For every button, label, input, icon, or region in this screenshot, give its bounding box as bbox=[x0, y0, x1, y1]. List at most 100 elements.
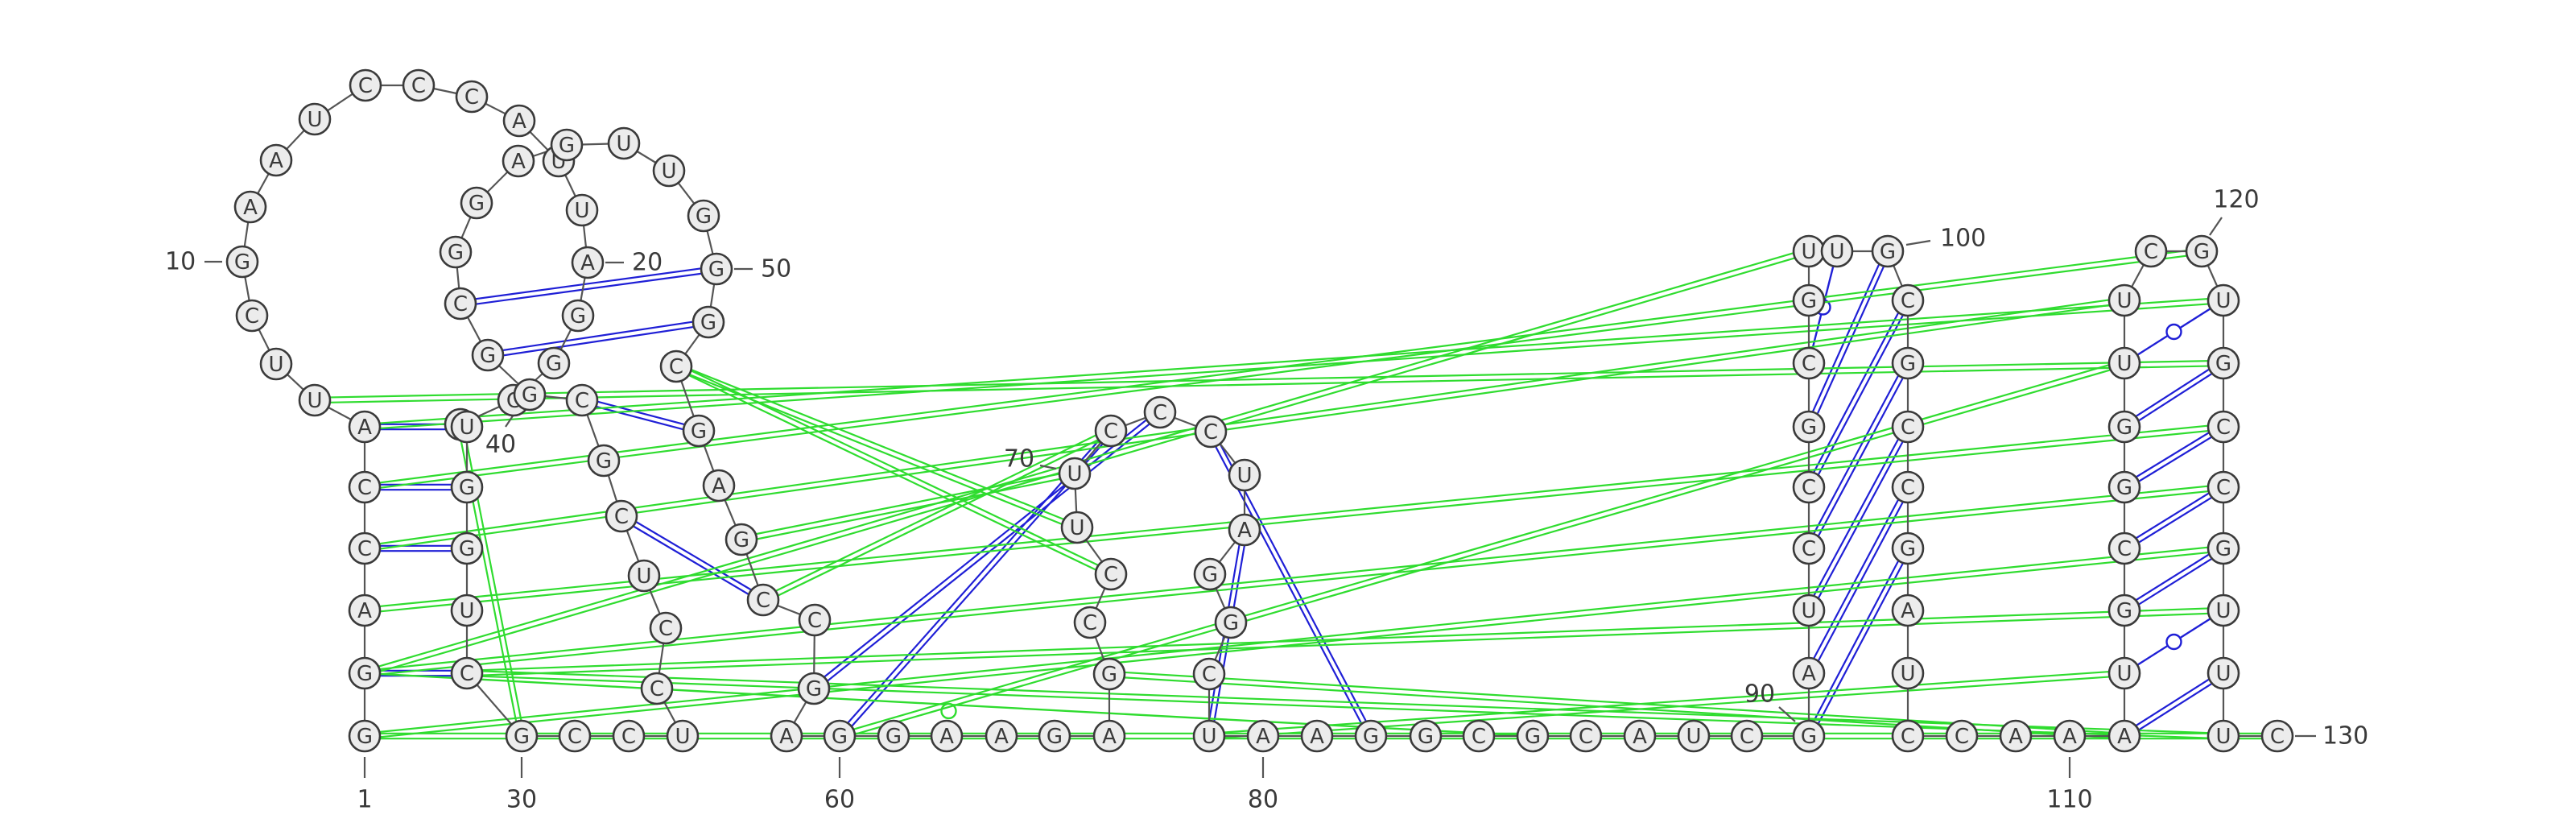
pair-line bbox=[315, 365, 2224, 404]
nucleotide-circle bbox=[1228, 458, 1261, 492]
nucleotide-circle bbox=[587, 444, 621, 478]
nucleotide-circle bbox=[450, 593, 484, 627]
nucleotide-94: C bbox=[1792, 470, 1826, 504]
nucleotide-circle bbox=[1891, 470, 1925, 504]
nucleotide-base-letter: C bbox=[568, 725, 582, 749]
nucleotide-base-letter: C bbox=[1955, 725, 1969, 749]
nucleotide-base-letter: A bbox=[512, 110, 526, 134]
nucleotide-91: A bbox=[1792, 656, 1826, 690]
nucleotide-3: A bbox=[348, 593, 382, 627]
nucleotide-base-letter: U bbox=[2116, 352, 2132, 376]
nucleotide-circle bbox=[1228, 513, 1261, 547]
nucleotide-45: A bbox=[502, 144, 535, 178]
nucleotide-122: U bbox=[2207, 283, 2240, 317]
position-label-40: 40 bbox=[485, 412, 516, 459]
nucleotide-circle bbox=[702, 469, 736, 502]
nucleotide-51: G bbox=[691, 305, 725, 339]
pair-line bbox=[1806, 250, 1887, 427]
nucleotide-circle bbox=[1792, 531, 1826, 565]
nucleotide-67: C bbox=[1073, 606, 1107, 639]
nucleotide-17: A bbox=[502, 104, 536, 138]
nucleotide-44: G bbox=[460, 186, 493, 220]
nucleotide-base-letter: G bbox=[708, 258, 724, 282]
pair-line bbox=[364, 296, 2223, 425]
nucleotide-base-letter: A bbox=[357, 599, 372, 623]
pair-line bbox=[466, 606, 2223, 672]
nucleotide-base-letter: A bbox=[1256, 725, 1270, 749]
nucleotide-base-letter: U bbox=[459, 416, 474, 440]
nucleotide-circle bbox=[1038, 719, 1071, 753]
nucleotide-89: C bbox=[1730, 719, 1764, 753]
nucleotide-base-letter: U bbox=[1801, 599, 1816, 623]
nucleotide-circle bbox=[450, 531, 484, 565]
nucleotide-120: C bbox=[2134, 234, 2168, 268]
nucleotide-circle bbox=[1214, 606, 1248, 639]
nucleotide-102: G bbox=[1891, 346, 1925, 380]
nucleotide-circle bbox=[2107, 470, 2141, 504]
nucleotide-circle bbox=[746, 583, 780, 617]
nucleotide-circle bbox=[259, 347, 293, 381]
nucleotide-circle bbox=[450, 410, 484, 444]
nucleotide-124: C bbox=[2207, 410, 2240, 444]
nucleotide-base-letter: G bbox=[2116, 476, 2132, 500]
nucleotide-46: G bbox=[550, 128, 584, 162]
nucleotide-base-letter: C bbox=[621, 725, 636, 749]
nucleotide-base-letter: C bbox=[1083, 611, 1097, 635]
base-pair-55-70 bbox=[741, 469, 1075, 544]
nucleotide-54: A bbox=[702, 469, 736, 502]
nucleotide-circle bbox=[1677, 719, 1711, 753]
nucleotide-base-letter: C bbox=[411, 74, 426, 98]
base-pair-29-127 bbox=[466, 606, 2224, 677]
nucleotide-126: G bbox=[2207, 531, 2240, 565]
nucleotide-circle bbox=[1999, 719, 2033, 753]
pair-line bbox=[1806, 485, 1907, 673]
pair-line bbox=[460, 271, 717, 308]
nucleotide-117: G bbox=[2107, 410, 2141, 444]
nucleotide-base-letter: U bbox=[1686, 725, 1701, 749]
position-label-50: 50 bbox=[734, 255, 791, 283]
pair-line bbox=[1810, 548, 1911, 738]
pair-line bbox=[364, 296, 2124, 547]
pair-line bbox=[2125, 488, 2226, 552]
nucleotide-base-letter: U bbox=[636, 565, 651, 589]
nucleotide-circle bbox=[607, 126, 641, 160]
nucleotide-base-letter: C bbox=[614, 505, 629, 529]
nucleotide-52: C bbox=[659, 349, 693, 383]
nucleotide-circle bbox=[2107, 593, 2141, 627]
nucleotide-circle bbox=[666, 719, 700, 753]
nucleotide-base-letter: G bbox=[1880, 240, 1896, 264]
nucleotide-circle bbox=[605, 499, 638, 533]
base-pair-115-125 bbox=[2122, 484, 2226, 552]
nucleotide-base-letter: C bbox=[756, 589, 770, 613]
nucleotide-circle bbox=[565, 193, 599, 227]
nucleotide-base-letter: A bbox=[2008, 725, 2023, 749]
nucleotide-78: C bbox=[1192, 657, 1226, 691]
nucleotide-71: C bbox=[1094, 414, 1128, 448]
pair-line bbox=[467, 669, 2224, 734]
nucleotide-15: C bbox=[402, 68, 436, 102]
nucleotide-circle bbox=[2260, 719, 2294, 753]
nucleotide-125: C bbox=[2207, 470, 2240, 504]
base-pair-52-68 bbox=[675, 363, 1113, 577]
nucleotide-base-letter: U bbox=[2215, 599, 2231, 623]
nucleotide-base-letter: C bbox=[1104, 563, 1118, 587]
nucleotide-base-letter: G bbox=[1801, 416, 1817, 440]
position-tick bbox=[2209, 217, 2223, 236]
nucleotide-base-letter: C bbox=[357, 476, 372, 500]
nucleotide-circle bbox=[1792, 719, 1826, 753]
nucleotide-7: U bbox=[298, 383, 332, 417]
nucleotide-base-letter: C bbox=[2117, 537, 2132, 561]
nucleotide-base-letter: A bbox=[994, 725, 1009, 749]
nucleotide-base-letter: G bbox=[1046, 725, 1063, 749]
nucleotide-circle bbox=[1462, 719, 1496, 753]
nucleotide-circle bbox=[1192, 719, 1226, 753]
position-number: 90 bbox=[1744, 680, 1775, 709]
base-pair-41-51 bbox=[487, 318, 709, 359]
nucleotide-53: G bbox=[682, 414, 716, 448]
nucleotide-20: A bbox=[571, 246, 605, 279]
pair-line bbox=[1810, 251, 1891, 428]
nucleotide-99: U bbox=[1820, 234, 1854, 268]
nucleotide-base-letter: A bbox=[712, 474, 726, 498]
nucleotide-92: U bbox=[1792, 593, 1826, 627]
